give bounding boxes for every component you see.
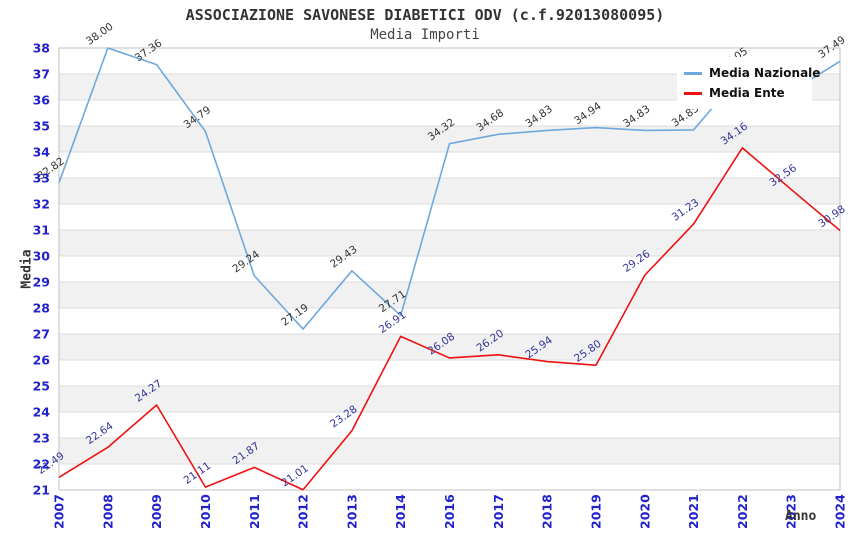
x-tick-label: 2013 <box>344 494 359 529</box>
legend-item-nazionale: Media Nazionale <box>684 63 820 83</box>
chart-subtitle: Media Importi <box>370 27 480 43</box>
x-tick-label: 2020 <box>637 494 652 529</box>
y-tick-label: 33 <box>33 171 50 186</box>
series-line-ente <box>58 147 841 491</box>
x-axis-title: Anno <box>785 509 817 524</box>
series-line-nazionale <box>58 47 841 330</box>
plot-band <box>59 386 840 412</box>
legend: Media Nazionale Media Ente <box>677 57 820 109</box>
data-label: 37.49 <box>816 34 848 61</box>
x-tick-label: 2022 <box>735 494 750 529</box>
plot-band <box>59 334 840 360</box>
x-tick-label: 2016 <box>442 494 457 529</box>
x-tick-label: 2009 <box>149 494 164 529</box>
y-tick-label: 34 <box>33 145 51 160</box>
x-tick-label: 2007 <box>52 494 67 529</box>
y-tick-label: 36 <box>33 93 51 108</box>
y-tick-label: 25 <box>33 379 50 394</box>
plot-band <box>59 230 840 256</box>
legend-item-ente: Media Ente <box>684 83 812 103</box>
legend-swatch-nazionale <box>684 71 702 75</box>
y-tick-label: 38 <box>33 41 50 56</box>
y-tick-label: 35 <box>33 119 50 134</box>
y-tick-label: 27 <box>33 327 50 342</box>
x-tick-label: 2010 <box>198 494 213 529</box>
y-tick-label: 24 <box>33 405 51 420</box>
legend-swatch-ente <box>684 91 702 95</box>
y-tick-label: 28 <box>33 301 50 316</box>
x-tick-label: 2024 <box>833 494 848 529</box>
y-tick-label: 21 <box>33 483 50 498</box>
x-tick-label: 2008 <box>100 494 115 529</box>
x-tick-label: 2023 <box>784 494 799 529</box>
chart-title: ASSOCIAZIONE SAVONESE DIABETICI ODV (c.f… <box>185 6 665 24</box>
plot-border <box>58 47 841 491</box>
x-tick-label: 2018 <box>540 494 555 529</box>
x-tick-label: 2012 <box>296 494 311 529</box>
plot-band <box>59 178 840 204</box>
y-tick-label: 23 <box>33 431 50 446</box>
x-tick-label: 2014 <box>393 494 408 529</box>
x-tick-label: 2011 <box>247 494 262 529</box>
y-tick-label: 37 <box>33 67 50 82</box>
y-tick-label: 26 <box>33 353 51 368</box>
data-label: 34.94 <box>572 100 604 127</box>
x-tick-label: 2021 <box>686 494 701 529</box>
data-label: 30.98 <box>816 203 848 230</box>
legend-label: Media Ente <box>709 86 785 100</box>
data-label: 37.36 <box>133 37 165 64</box>
plot-band <box>59 282 840 308</box>
data-label: 38.00 <box>84 21 116 48</box>
plot-band <box>59 438 840 464</box>
y-tick-label: 29 <box>33 275 50 290</box>
x-tick-label: 2017 <box>491 494 506 529</box>
x-tick-label: 2019 <box>588 494 603 529</box>
y-tick-label: 30 <box>33 249 51 264</box>
y-tick-label: 32 <box>33 197 50 212</box>
y-tick-label: 22 <box>33 457 50 472</box>
y-axis-title: Media <box>19 249 35 289</box>
plot-band <box>59 126 840 152</box>
legend-label: Media Nazionale <box>709 66 821 80</box>
y-tick-label: 31 <box>33 223 50 238</box>
